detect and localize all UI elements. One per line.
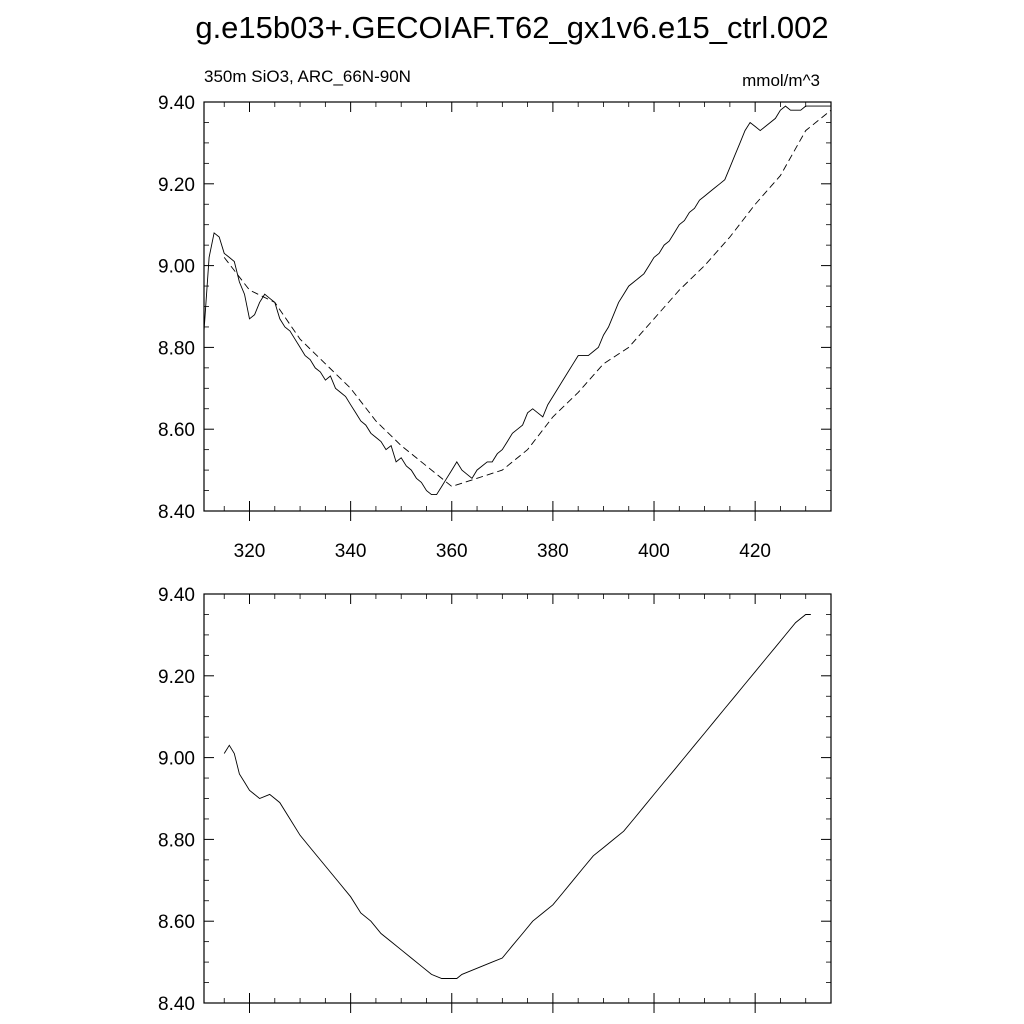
bottom-y-tick-label: 8.40 xyxy=(158,994,195,1015)
top-panel-frame xyxy=(203,101,832,512)
bottom-panel-series xyxy=(223,614,811,979)
bottom-y-tick-label: 8.60 xyxy=(158,912,195,933)
top-series-solid-line xyxy=(203,105,831,496)
bottom-panel-frame xyxy=(203,593,832,1004)
bottom-panel-ticks: 8.40 8.60 8.80 9.00 9.20 9.40 xyxy=(158,585,832,1015)
top-y-tick-label: 9.20 xyxy=(158,175,195,196)
top-y-tick-label: 8.40 xyxy=(158,502,195,523)
top-y-tick-label: 9.40 xyxy=(158,93,195,114)
top-panel-series xyxy=(203,105,832,496)
figure-title: g.e15b03+.GECOIAF.T62_gx1v6.e15_ctrl.002 xyxy=(195,10,828,45)
top-series-dashed-line xyxy=(223,109,832,488)
bottom-panel: 8.40 8.60 8.80 9.00 9.20 9.40 xyxy=(158,585,832,1015)
top-y-tick-label: 8.60 xyxy=(158,420,195,441)
top-y-tick-label: 8.80 xyxy=(158,338,195,359)
bottom-y-tick-label: 8.80 xyxy=(158,830,195,851)
top-x-tick-label: 420 xyxy=(739,541,771,562)
top-y-tick-label: 9.00 xyxy=(158,257,195,278)
top-panel-subtitle-right: mmol/m^3 xyxy=(742,71,820,90)
top-x-tick-label: 400 xyxy=(638,541,670,562)
top-x-tick-label: 380 xyxy=(537,541,569,562)
bottom-y-tick-label: 9.40 xyxy=(158,585,195,606)
bottom-series-solid-line xyxy=(223,614,811,979)
bottom-y-tick-label: 9.00 xyxy=(158,749,195,770)
top-x-tick-label: 340 xyxy=(335,541,367,562)
top-x-tick-label: 360 xyxy=(436,541,468,562)
top-x-tick-label: 320 xyxy=(234,541,266,562)
top-panel: 350m SiO3, ARC_66N-90N mmol/m^3 320 340 36… xyxy=(158,67,832,562)
top-panel-ticks: 320 340 360 380 400 420 8.40 8.60 8.80 9.00 9.20 9.… xyxy=(158,93,832,562)
bottom-y-tick-label: 9.20 xyxy=(158,667,195,688)
top-panel-subtitle-left: 350m SiO3, ARC_66N-90N xyxy=(204,67,411,86)
